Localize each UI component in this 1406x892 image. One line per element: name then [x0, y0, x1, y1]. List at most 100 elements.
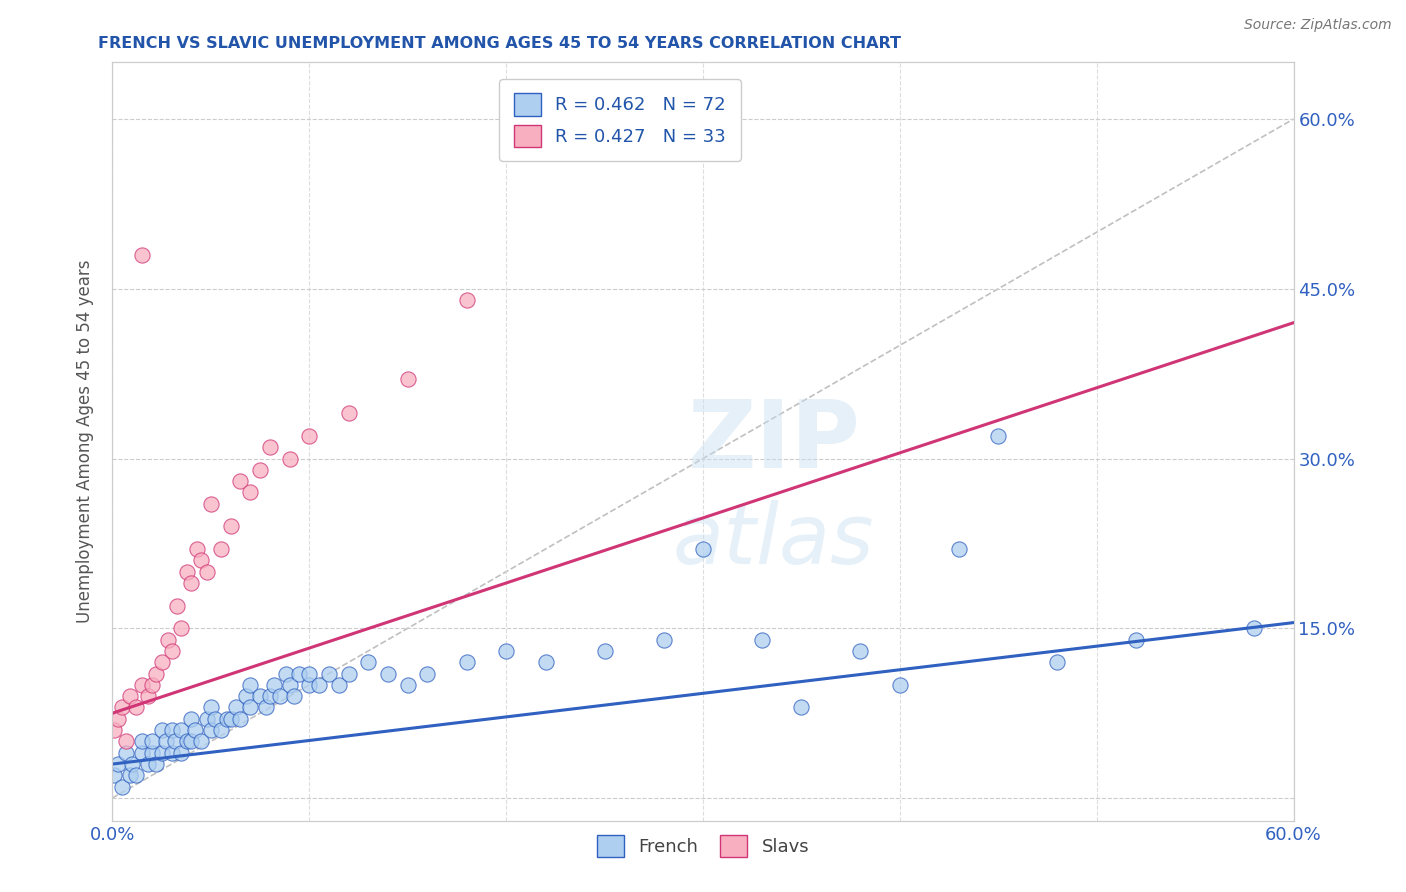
- Point: [534, 655, 557, 669]
- Point: [318, 666, 340, 681]
- Point: [195, 565, 218, 579]
- Point: [278, 451, 301, 466]
- Point: [239, 678, 262, 692]
- Point: [308, 678, 330, 692]
- Point: [170, 723, 193, 738]
- Point: [259, 440, 281, 454]
- Point: [337, 666, 360, 681]
- Point: [215, 712, 238, 726]
- Point: [298, 429, 321, 443]
- Point: [180, 712, 202, 726]
- Point: [396, 678, 419, 692]
- Point: [377, 666, 399, 681]
- Point: [298, 678, 321, 692]
- Point: [107, 712, 129, 726]
- Point: [948, 542, 970, 557]
- Point: [239, 700, 262, 714]
- Point: [204, 712, 226, 726]
- Point: [160, 723, 183, 738]
- Point: [283, 689, 305, 703]
- Point: [225, 700, 247, 714]
- Text: atlas: atlas: [673, 500, 875, 581]
- Point: [131, 678, 153, 692]
- Point: [337, 406, 360, 420]
- Point: [692, 542, 714, 557]
- Point: [357, 655, 380, 669]
- Point: [456, 293, 478, 307]
- Point: [136, 689, 159, 703]
- Point: [111, 780, 134, 794]
- Point: [141, 678, 163, 692]
- Point: [593, 644, 616, 658]
- Point: [136, 757, 159, 772]
- Point: [200, 700, 222, 714]
- Point: [115, 734, 138, 748]
- Point: [121, 757, 143, 772]
- Point: [495, 644, 517, 658]
- Point: [107, 757, 129, 772]
- Point: [200, 497, 222, 511]
- Point: [115, 746, 138, 760]
- Point: [219, 519, 242, 533]
- Point: [396, 372, 419, 386]
- Point: [269, 689, 291, 703]
- Point: [111, 700, 134, 714]
- Point: [751, 632, 773, 647]
- Point: [120, 768, 142, 782]
- Point: [145, 666, 167, 681]
- Point: [849, 644, 872, 658]
- Point: [150, 655, 173, 669]
- Point: [987, 429, 1010, 443]
- Point: [156, 632, 179, 647]
- Point: [120, 689, 142, 703]
- Point: [652, 632, 675, 647]
- Point: [141, 734, 163, 748]
- Text: FRENCH VS SLAVIC UNEMPLOYMENT AMONG AGES 45 TO 54 YEARS CORRELATION CHART: FRENCH VS SLAVIC UNEMPLOYMENT AMONG AGES…: [98, 36, 901, 51]
- Point: [176, 565, 198, 579]
- Point: [176, 734, 198, 748]
- Point: [416, 666, 439, 681]
- Legend: French, Slavs: French, Slavs: [589, 828, 817, 864]
- Point: [150, 746, 173, 760]
- Point: [170, 621, 193, 635]
- Point: [254, 700, 277, 714]
- Point: [219, 712, 242, 726]
- Point: [239, 485, 262, 500]
- Point: [160, 644, 183, 658]
- Point: [180, 734, 202, 748]
- Point: [249, 463, 271, 477]
- Point: [200, 723, 222, 738]
- Point: [1243, 621, 1265, 635]
- Point: [249, 689, 271, 703]
- Point: [150, 723, 173, 738]
- Point: [155, 734, 177, 748]
- Text: ZIP: ZIP: [688, 395, 860, 488]
- Point: [131, 248, 153, 262]
- Point: [103, 768, 125, 782]
- Point: [125, 700, 148, 714]
- Point: [190, 734, 212, 748]
- Point: [165, 734, 187, 748]
- Point: [1046, 655, 1069, 669]
- Point: [1125, 632, 1147, 647]
- Point: [456, 655, 478, 669]
- Point: [184, 723, 207, 738]
- Point: [131, 746, 153, 760]
- Point: [195, 712, 218, 726]
- Point: [180, 576, 202, 591]
- Point: [131, 734, 153, 748]
- Point: [209, 723, 232, 738]
- Point: [328, 678, 350, 692]
- Point: [278, 678, 301, 692]
- Point: [166, 599, 188, 613]
- Point: [229, 712, 252, 726]
- Point: [190, 553, 212, 567]
- Point: [125, 768, 148, 782]
- Point: [235, 689, 257, 703]
- Y-axis label: Unemployment Among Ages 45 to 54 years: Unemployment Among Ages 45 to 54 years: [76, 260, 94, 624]
- Point: [229, 474, 252, 488]
- Text: Source: ZipAtlas.com: Source: ZipAtlas.com: [1244, 18, 1392, 32]
- Point: [889, 678, 911, 692]
- Point: [145, 757, 167, 772]
- Point: [288, 666, 311, 681]
